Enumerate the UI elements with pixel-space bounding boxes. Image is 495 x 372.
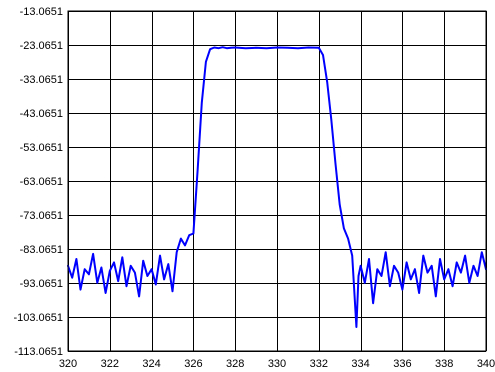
x-tick-label: 334 [351, 358, 369, 370]
x-tick-label: 320 [59, 358, 77, 370]
x-tick-label: 328 [226, 358, 244, 370]
y-tick-label: -63.0651 [20, 176, 63, 188]
y-tick-label: -23.0651 [20, 40, 63, 52]
y-tick-label: -113.0651 [14, 346, 63, 358]
x-tick-label: 324 [142, 358, 160, 370]
y-tick-label: -43.0651 [20, 108, 63, 120]
y-tick-label: -93.0651 [20, 278, 63, 290]
y-tick-label: -33.0651 [20, 74, 63, 86]
x-tick-label: 326 [184, 358, 202, 370]
x-tick-label: 322 [101, 358, 119, 370]
x-tick-label: 332 [310, 358, 328, 370]
y-tick-label: -83.0651 [20, 244, 63, 256]
x-tick-label: 336 [393, 358, 411, 370]
x-tick-label: 340 [477, 358, 495, 370]
grid [68, 11, 487, 352]
series-layer [67, 46, 487, 328]
series-line [67, 46, 487, 328]
x-tick-label: 338 [435, 358, 453, 370]
y-tick-label: -13.0651 [20, 6, 63, 18]
plot-frame [67, 10, 487, 352]
y-axis-ticks: -13.0651 -23.0651 -33.0651 -43.0651 -53.0651… [13, 6, 63, 358]
y-tick-label: -73.0651 [20, 210, 63, 222]
x-axis-ticks: 320 322 324 326 328 330 332 334 336 338 340 [59, 358, 495, 370]
y-tick-label: -103.0651 [13, 312, 63, 324]
y-tick-label: -53.0651 [20, 142, 63, 154]
x-tick-label: 330 [268, 358, 286, 370]
